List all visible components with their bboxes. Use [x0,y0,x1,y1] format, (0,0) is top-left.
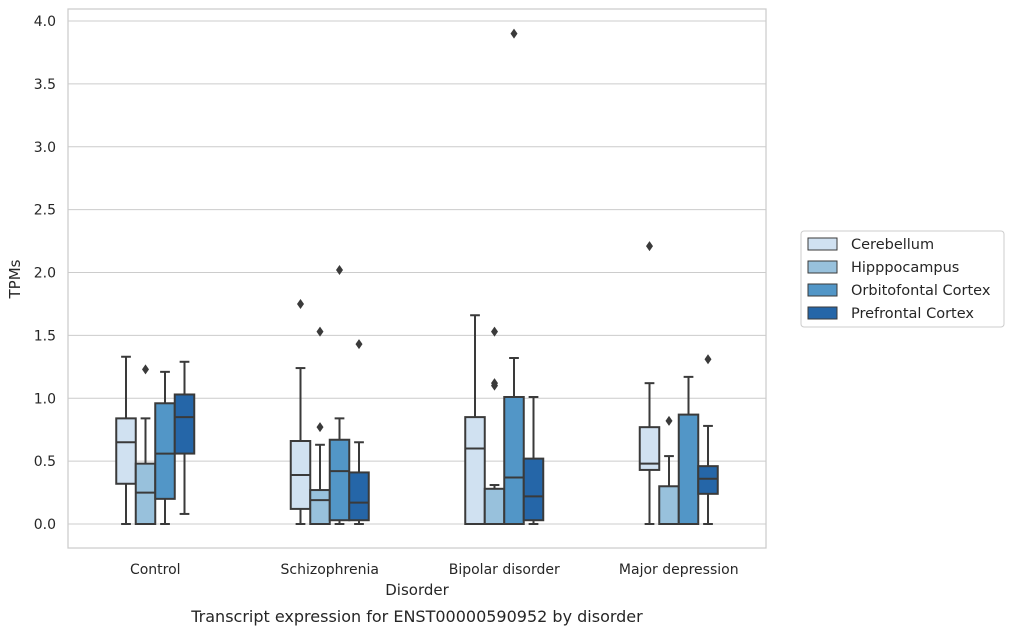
box-1-3 [658,415,680,525]
box-rect [503,395,525,525]
box-0-3 [638,241,661,525]
box-rect [173,393,196,455]
box-rect [483,487,506,526]
box-rect [522,457,545,522]
legend-label-1: Hipppocampus [851,260,959,276]
flier-point-0 [646,241,653,252]
legend-swatch-2 [807,283,838,297]
flier-point-0 [665,415,673,426]
box-rect [348,471,370,522]
y-tick-label-5: 2.5 [34,203,56,219]
y-tick-label-4: 2.0 [34,266,56,282]
flier-point-1 [491,378,498,389]
box-3-3 [697,354,719,525]
y-tick-label-0: 0.0 [34,517,56,533]
legend-label-2: Orbitofontal Cortex [851,283,991,299]
y-tick-label-8: 4.0 [34,14,56,30]
flier-point-0 [142,364,149,375]
box-rect [658,485,680,525]
box-3-2 [522,395,545,525]
box-rect [134,462,157,526]
x-tick-label-0: Control [130,562,181,578]
y-tick-label-2: 1.0 [34,391,56,407]
box-0-1 [289,298,312,525]
flier-point-2 [491,326,498,337]
plot-border [67,8,767,549]
box-rect [309,489,331,525]
box-3-0 [173,360,196,515]
box-0-2 [464,314,486,525]
box-rect [677,413,700,525]
box-rect [697,465,719,495]
x-tick-label-1: Schizophrenia [281,562,379,578]
y-tick-label-3: 1.5 [34,328,56,344]
y-tick-label-6: 3.0 [34,140,56,156]
box-0-0 [115,355,137,525]
legend-label-0: Cerebellum [851,237,934,253]
y-tick-label-7: 3.5 [34,77,56,93]
y-tick-label-1: 0.5 [34,454,56,470]
y-axis-label: TPMs [6,259,24,299]
box-rect [115,417,137,485]
chart-caption: Transcript expression for ENST0000059095… [190,607,643,626]
x-axis-label: Disorder [385,581,449,599]
legend-swatch-0 [807,237,838,251]
legend: Cerebellum Hipppocampus Orbitofontal Corte… [800,230,1005,328]
box-3-1 [348,339,370,525]
box-rect [464,416,486,525]
flier-point-0 [510,28,518,39]
box-rect [328,438,351,522]
box-1-0 [134,364,157,526]
flier-point-0 [297,298,304,309]
x-tick-label-3: Major depression [619,562,739,578]
x-tick-label-2: Bipolar disorder [449,562,560,578]
flier-point-0 [704,354,712,365]
x-axis-ticks: Control Schizophrenia Bipolar disorder Majo… [130,562,739,578]
y-axis-ticks: 0.0 0.5 1.0 1.5 2.0 2.5 3.0 3.5 4.0 [34,14,56,533]
legend-swatch-1 [807,260,838,274]
box-rect [638,426,661,471]
legend-swatch-3 [807,306,838,320]
boxes-layer [115,28,719,526]
flier-point-0 [336,264,343,275]
box-rect [154,402,176,500]
flier-point-0 [316,422,324,433]
box-1-2 [483,326,506,526]
flier-point-1 [316,326,324,337]
flier-point-0 [355,339,363,350]
legend-frame [800,230,1005,328]
legend-label-3: Prefrontal Cortex [851,306,974,322]
